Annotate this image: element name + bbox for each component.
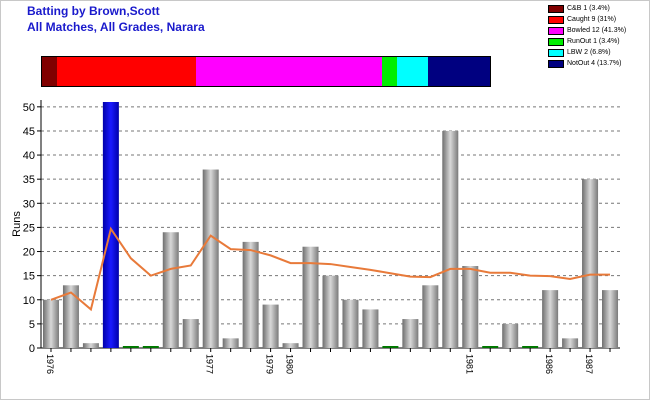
bar xyxy=(402,319,419,348)
bar xyxy=(582,179,599,348)
bar xyxy=(562,338,579,348)
legend-label-notout: NotOut 4 (13.7%) xyxy=(567,60,622,67)
x-tick-label: 1977 xyxy=(205,354,215,374)
legend-item-runout: RunOut 1 (3.4%) xyxy=(548,36,646,47)
y-tick-label: 20 xyxy=(23,247,35,259)
legend-label-runout: RunOut 1 (3.4%) xyxy=(567,38,620,45)
bar xyxy=(62,285,79,348)
stack-segment-notout xyxy=(428,57,490,86)
legend-swatch-notout xyxy=(548,59,564,68)
bar xyxy=(362,309,379,348)
stack-segment-bowled xyxy=(196,57,382,86)
x-tick-label: 1986 xyxy=(544,354,554,374)
chart-title: Batting by Brown,Scott xyxy=(27,4,160,18)
y-tick-label: 45 xyxy=(23,126,35,138)
legend: C&B 1 (3.4%) Caught 9 (31%) Bowled 12 (4… xyxy=(548,3,646,69)
bar xyxy=(282,343,299,348)
chart-subtitle: All Matches, All Grades, Narara xyxy=(27,20,205,34)
y-tick-label: 15 xyxy=(23,271,35,283)
legend-label-lbw: LBW 2 (6.8%) xyxy=(567,49,611,56)
y-tick-label: 0 xyxy=(29,343,35,355)
dismissal-stacked-bar xyxy=(41,56,491,87)
bar xyxy=(502,323,519,348)
bar xyxy=(182,319,199,348)
bar xyxy=(202,169,219,348)
average-line xyxy=(50,226,611,312)
bar xyxy=(42,299,59,348)
bar xyxy=(162,232,179,348)
y-tick-label: 40 xyxy=(23,150,35,162)
bar xyxy=(262,304,279,348)
legend-label-bowled: Bowled 12 (41.3%) xyxy=(567,27,627,34)
y-tick-label: 25 xyxy=(23,222,35,234)
y-tick-label: 10 xyxy=(23,295,35,307)
bar xyxy=(82,343,99,348)
x-tick-label: 1987 xyxy=(584,354,594,374)
bar-zero xyxy=(522,346,539,348)
legend-item-caught: Caught 9 (31%) xyxy=(548,14,646,25)
x-tick-label: 1981 xyxy=(464,354,474,374)
y-tick-label: 35 xyxy=(23,174,35,186)
bar-zero xyxy=(142,346,159,348)
bar-zero xyxy=(482,346,499,348)
stack-segment-cb xyxy=(42,57,58,86)
bar xyxy=(302,246,319,348)
bar xyxy=(322,275,339,348)
legend-item-notout: NotOut 4 (13.7%) xyxy=(548,58,646,69)
legend-label-caught: Caught 9 (31%) xyxy=(567,16,617,23)
legend-swatch-lbw xyxy=(548,48,564,57)
legend-swatch-bowled xyxy=(548,26,564,35)
y-tick-label: 50 xyxy=(23,102,35,114)
legend-swatch-caught xyxy=(548,15,564,24)
x-tick-label: 1976 xyxy=(45,354,55,374)
bar-zero xyxy=(122,346,139,348)
bar-zero xyxy=(382,346,399,348)
y-tick-label: 30 xyxy=(23,198,35,210)
bar xyxy=(342,299,359,348)
bar xyxy=(442,130,459,348)
stack-segment-lbw xyxy=(397,57,429,86)
bar xyxy=(462,266,479,348)
bar xyxy=(242,241,259,348)
bar xyxy=(422,285,439,348)
legend-item-bowled: Bowled 12 (41.3%) xyxy=(548,25,646,36)
legend-swatch-cb xyxy=(548,4,564,13)
bar xyxy=(222,338,239,348)
bar xyxy=(542,290,559,348)
bar xyxy=(602,290,619,348)
legend-swatch-runout xyxy=(548,37,564,46)
legend-item-cb: C&B 1 (3.4%) xyxy=(548,3,646,14)
y-tick-label: 5 xyxy=(29,319,35,331)
stack-segment-caught xyxy=(57,57,197,86)
legend-item-lbw: LBW 2 (6.8%) xyxy=(548,47,646,58)
bar-notout xyxy=(102,102,119,348)
x-tick-label: 1980 xyxy=(285,354,295,374)
legend-label-cb: C&B 1 (3.4%) xyxy=(567,5,610,12)
stack-segment-runout xyxy=(381,57,398,86)
x-tick-label: 1979 xyxy=(265,354,275,374)
